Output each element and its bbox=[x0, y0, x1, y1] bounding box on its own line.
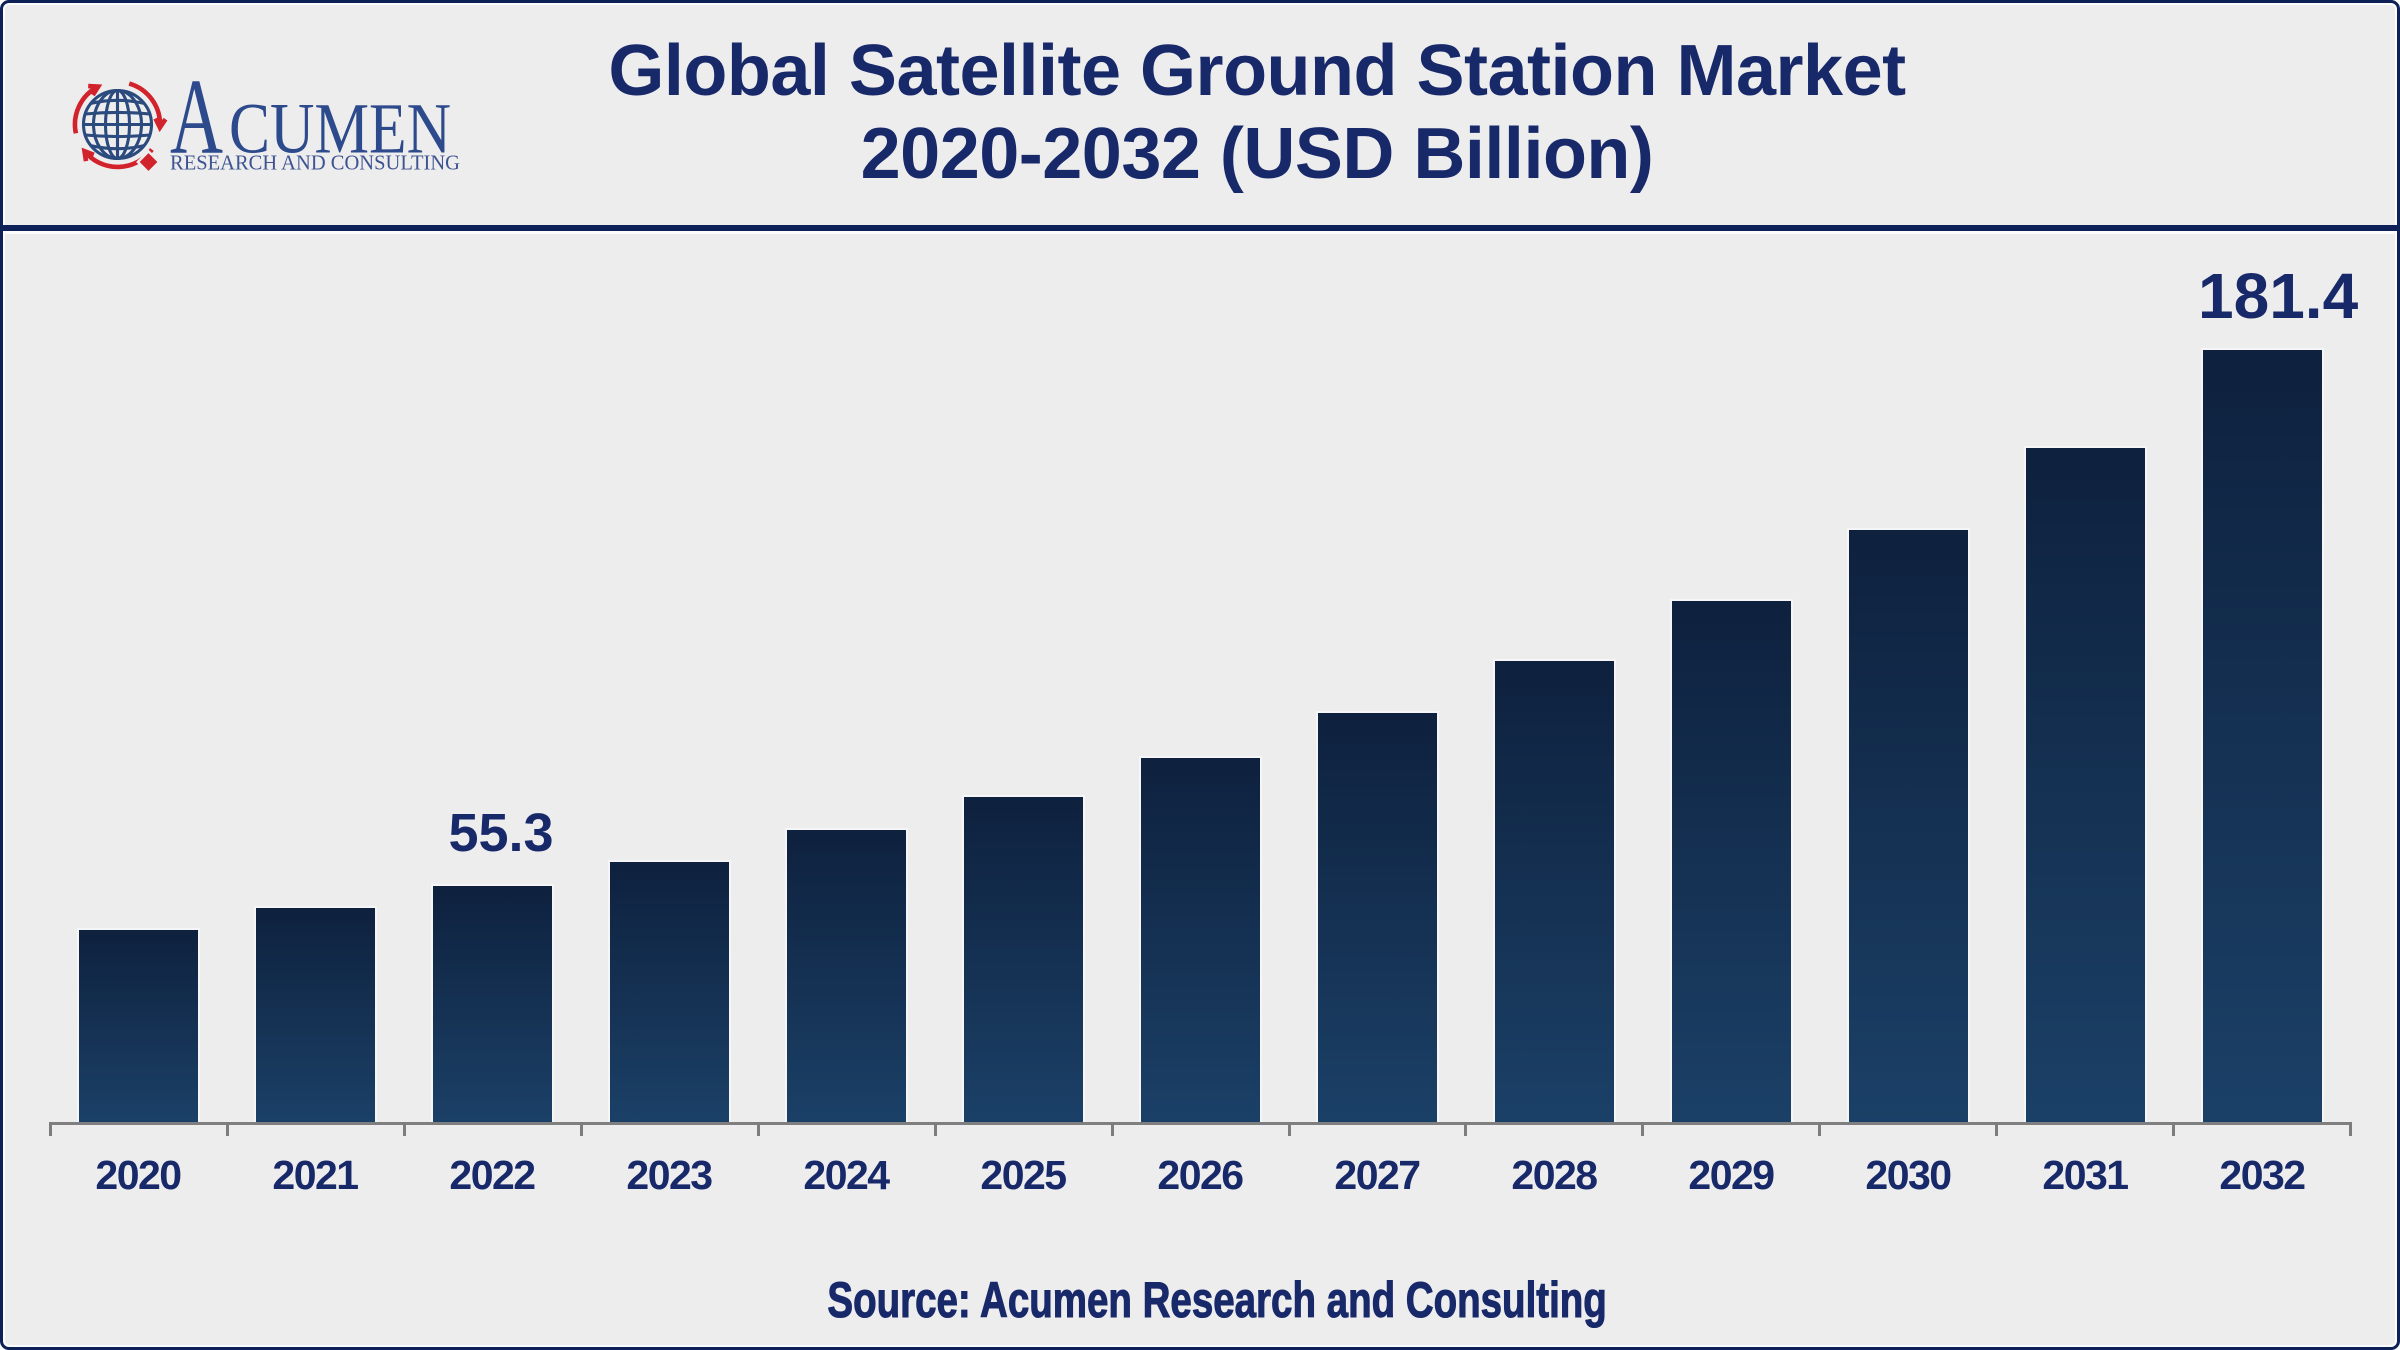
svg-text:RESEARCH AND CONSULTING: RESEARCH AND CONSULTING bbox=[170, 151, 460, 175]
svg-text:A: A bbox=[170, 58, 223, 177]
svg-text:CUMEN: CUMEN bbox=[229, 89, 451, 169]
